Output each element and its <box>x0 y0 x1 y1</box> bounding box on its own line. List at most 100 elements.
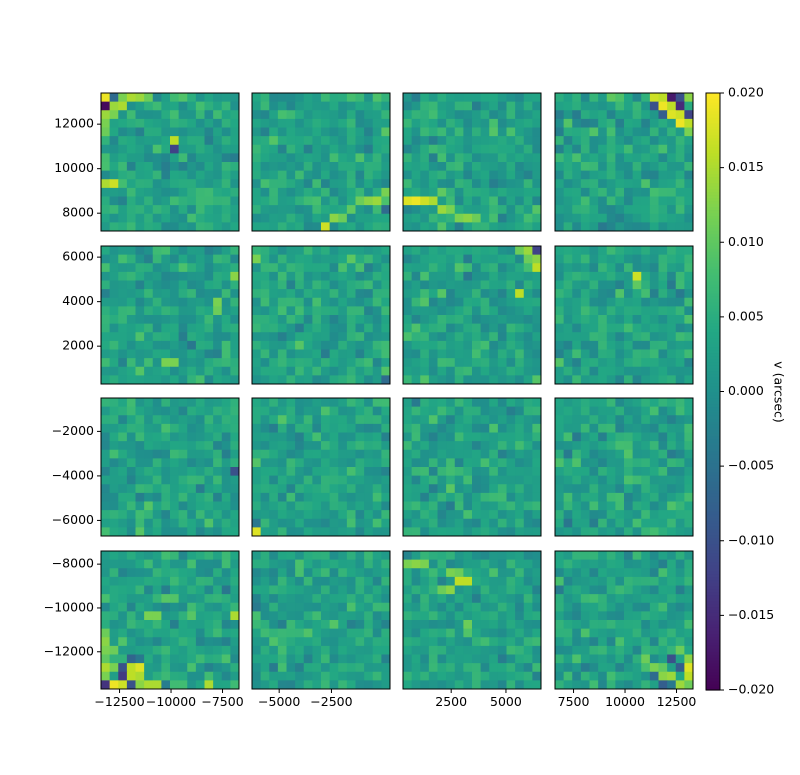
heatmap-cell <box>489 467 499 477</box>
heatmap-cell <box>372 358 382 368</box>
heatmap-cell <box>403 501 413 511</box>
heatmap-cell <box>667 127 677 137</box>
heatmap-cell <box>658 246 668 256</box>
heatmap-cell <box>589 315 599 325</box>
panel-frame <box>554 92 694 232</box>
heatmap-cell <box>252 127 262 137</box>
heatmap-cell <box>563 671 573 681</box>
heatmap-cell <box>420 415 430 425</box>
heatmap-cell <box>204 620 214 630</box>
heatmap-cell <box>118 196 128 206</box>
heatmap-cell <box>615 415 625 425</box>
heatmap-cell <box>372 110 382 120</box>
heatmap-cell <box>277 375 288 385</box>
heatmap-cell <box>515 323 525 333</box>
heatmap-cell <box>286 263 296 273</box>
heatmap-cell <box>152 458 162 468</box>
heatmap-cell <box>260 93 270 103</box>
heatmap-cell <box>463 246 473 256</box>
heatmap-cell <box>658 254 668 264</box>
heatmap-cell <box>632 680 642 690</box>
heatmap-cell <box>118 127 128 137</box>
heatmap-cell <box>420 136 430 146</box>
heatmap-cell <box>277 349 288 359</box>
heatmap-cell <box>338 645 348 656</box>
heatmap-cell <box>109 246 119 256</box>
heatmap-cell <box>555 671 565 681</box>
heatmap-cell <box>230 93 240 103</box>
heatmap-cell <box>204 315 214 325</box>
heatmap-cell <box>221 492 231 503</box>
heatmap-cell <box>161 518 171 528</box>
colorbar-segment <box>706 403 720 408</box>
heatmap-cell <box>381 297 391 307</box>
heatmap-cell <box>555 323 565 333</box>
heatmap-cell <box>411 484 421 494</box>
heatmap-cell <box>615 315 625 325</box>
heatmap-cell <box>532 449 542 459</box>
heatmap-cell <box>286 398 296 408</box>
heatmap-cell <box>624 315 634 325</box>
heatmap-cell <box>420 162 430 172</box>
heatmap-cell <box>515 110 525 120</box>
heatmap-cell <box>489 349 499 359</box>
heatmap-cell <box>437 127 447 137</box>
heatmap-cell <box>497 358 508 368</box>
heatmap-cell <box>161 449 171 459</box>
heatmap-cell <box>555 568 565 578</box>
heatmap-cell <box>606 415 616 425</box>
heatmap-cell <box>346 484 357 494</box>
heatmap-cell <box>420 306 430 316</box>
heatmap-cell <box>381 663 391 673</box>
heatmap-cell <box>580 349 591 359</box>
heatmap-cell <box>615 594 625 604</box>
heatmap-cell <box>598 118 608 129</box>
heatmap-cell <box>204 170 214 180</box>
colorbar-segment <box>706 179 720 184</box>
heatmap-cell <box>497 246 508 256</box>
heatmap-cell <box>454 127 464 137</box>
heatmap-cell <box>346 594 357 604</box>
heatmap-cell <box>118 358 128 368</box>
heatmap-cell <box>126 153 137 163</box>
heatmap-cell <box>667 162 677 172</box>
heatmap-cell <box>480 628 490 638</box>
colorbar-segment <box>706 478 720 482</box>
heatmap-cell <box>463 254 473 264</box>
heatmap-cell <box>641 423 651 434</box>
heatmap-cell <box>338 484 348 494</box>
heatmap-cell <box>563 406 573 416</box>
heatmap-cell <box>109 375 119 385</box>
colorbar-segment <box>706 119 720 124</box>
heatmap-cell <box>589 127 599 137</box>
heatmap-cell <box>641 280 651 290</box>
heatmap-cell <box>598 628 608 638</box>
heatmap-cell <box>523 620 533 630</box>
heatmap-cell <box>489 458 499 468</box>
heatmap-cell <box>338 458 348 468</box>
heatmap-cell <box>497 423 508 434</box>
heatmap-cell <box>555 375 565 385</box>
heatmap-cell <box>109 611 119 621</box>
heatmap-cell <box>126 585 137 595</box>
heatmap-cell <box>135 637 145 647</box>
heatmap-cell <box>187 510 197 520</box>
heatmap-cell <box>152 620 162 630</box>
heatmap-cell <box>230 680 240 690</box>
heatmap-cell <box>606 306 616 316</box>
heatmap-cell <box>144 527 154 537</box>
heatmap-cell <box>118 153 128 163</box>
y-tick-label: −4000 <box>52 467 94 482</box>
heatmap-cell <box>126 475 137 485</box>
heatmap-cell <box>472 527 482 537</box>
heatmap-cell <box>480 527 490 537</box>
heatmap-cell <box>144 101 154 111</box>
heatmap-cell <box>428 213 439 223</box>
colorbar-segment <box>706 430 720 434</box>
heatmap-cell <box>572 585 582 595</box>
heatmap-cell <box>641 602 651 612</box>
heatmap-cell <box>286 602 296 612</box>
heatmap-cell <box>221 263 231 273</box>
heatmap-cell <box>338 432 348 442</box>
heatmap-cell <box>364 315 374 325</box>
